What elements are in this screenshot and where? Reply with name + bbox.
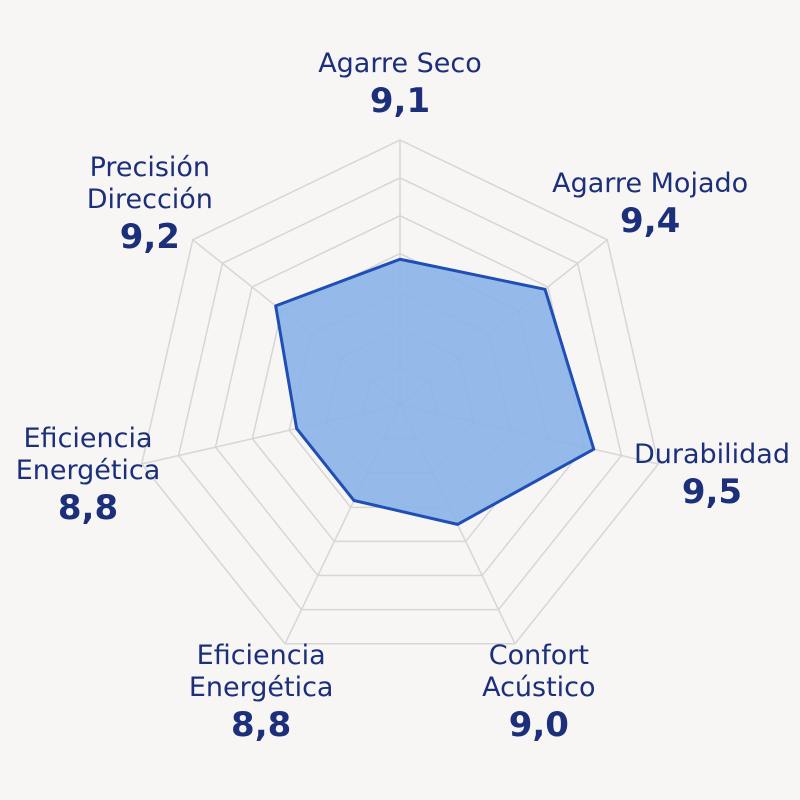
category-label: Agarre Seco [318, 48, 482, 79]
grid-ring [140, 139, 660, 645]
data-area [274, 257, 596, 526]
category-label: Confort Acústico [482, 640, 596, 704]
category-label: Eficiencia Energética [15, 423, 161, 487]
axis-label: Confort Acústico 9,0 [439, 640, 639, 746]
value-label: 9,5 [681, 472, 743, 513]
category-label: Precisión Dirección [86, 152, 213, 216]
axis-label: Eficiencia Energética 8,8 [0, 423, 188, 529]
value-label: 9,1 [369, 81, 431, 121]
value-label: 8,8 [57, 488, 119, 529]
grid-ring [214, 214, 586, 577]
axis-label: Precisión Dirección 9,2 [50, 152, 250, 258]
grid-ring [177, 177, 623, 611]
axis-label: Agarre Mojado 9,4 [550, 168, 750, 242]
value-label: 8,8 [231, 705, 292, 746]
value-label: 9,2 [119, 217, 180, 258]
value-label: 9,0 [508, 705, 569, 746]
axis-label: Eficiencia Energética 8,8 [161, 640, 361, 746]
category-label: Agarre Mojado [552, 168, 749, 200]
category-label: Durabilidad [633, 439, 790, 471]
value-label: 9,4 [620, 201, 681, 242]
axis-label: Agarre Seco 9,1 [300, 48, 500, 122]
category-label: Eficiencia Energética [188, 640, 334, 704]
axis-label: Durabilidad 9,5 [612, 439, 800, 513]
